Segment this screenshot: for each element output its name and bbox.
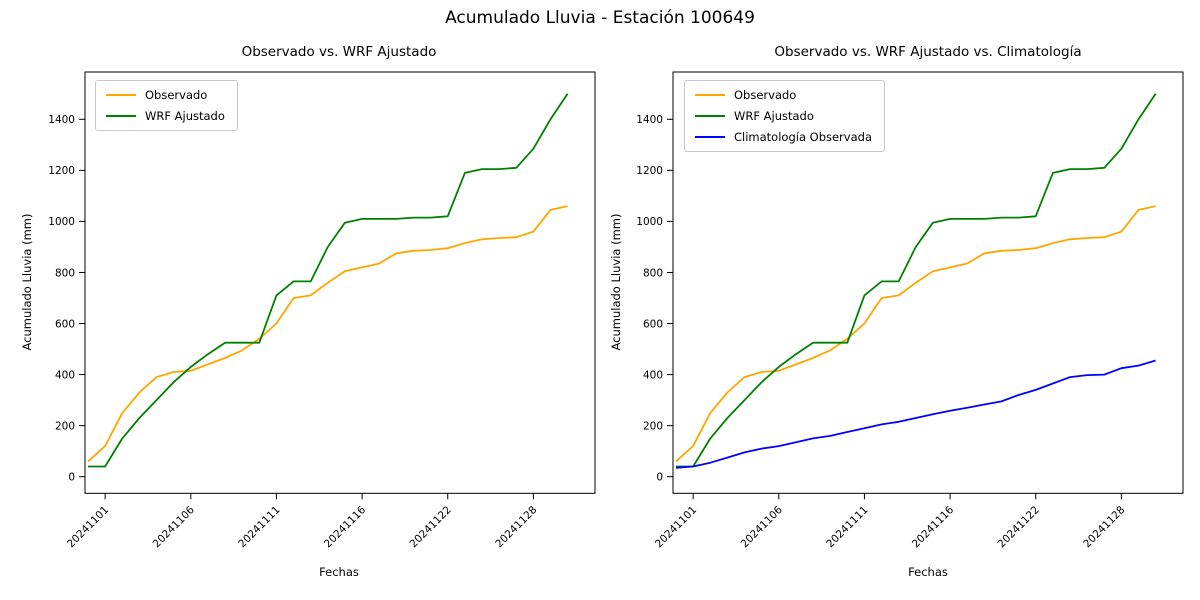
y-tick-label: 200 [643,420,663,432]
legend-item: WRF Ajustado [695,109,872,123]
y-tick-label: 600 [643,318,663,330]
right-subplot-title: Observado vs. WRF Ajustado vs. Climatolo… [774,44,1082,60]
legend-label: WRF Ajustado [734,109,814,123]
x-tick-label: 20241122 [408,504,454,550]
y-tick-label: 600 [55,318,75,330]
legend-label: Climatología Observada [734,130,872,144]
left-plot-canvas: 0 200 400 600 800 1000 1200 1400 20241101 2024110… [48,71,596,551]
legend-item: Observado [695,88,872,102]
legend-line-swatch [106,115,136,117]
y-tick-label: 800 [55,267,75,279]
legend-label: WRF Ajustado [145,109,225,123]
x-tick-label: 20241106 [151,504,198,551]
series-line-climatolog-a-observada [675,359,1156,469]
y-tick-label: 0 [68,472,75,484]
x-tick-label: 20241128 [1081,504,1127,550]
y-tick-label: 1200 [636,165,663,177]
legend-label: Observado [734,88,797,102]
y-tick-label: 1200 [48,165,75,177]
axes-frame [84,71,596,494]
left-subplot-title: Observado vs. WRF Ajustado [241,44,437,60]
y-tick-label: 1400 [48,114,75,126]
x-tick-label: 20241111 [236,504,282,550]
x-tick-label: 20241128 [493,504,539,550]
y-tick-label: 1000 [636,216,663,228]
legend-line-swatch [695,94,725,96]
right-x-axis-label: Fechas [908,565,948,579]
legend-line-swatch [695,115,725,117]
x-tick-label: 20241116 [322,504,369,551]
x-tick-label: 20241111 [824,504,870,550]
y-tick-label: 1400 [636,114,663,126]
legend-line-swatch [695,136,725,138]
series-line-observado [87,205,568,463]
legend-item: Observado [106,88,225,102]
legend-item: WRF Ajustado [106,109,225,123]
series-line-wrf-ajustado [88,93,569,468]
x-tick-label: 20241122 [996,504,1042,550]
right-plot-canvas: 0 200 400 600 800 1000 1200 1400 20241101 2024110… [636,71,1184,551]
y-tick-label: 200 [55,420,75,432]
left-x-axis-label: Fechas [319,565,359,579]
y-tick-label: 0 [656,472,663,484]
x-tick-label: 20241106 [739,504,786,551]
x-tick-label: 20241101 [65,504,111,550]
x-tick-label: 20241116 [910,504,957,551]
y-tick-label: 400 [643,369,663,381]
legend-label: Observado [145,88,208,102]
legend-line-swatch [106,94,136,96]
y-tick-label: 800 [643,267,663,279]
axes-frame [672,71,1184,494]
x-tick-label: 20241101 [653,504,699,550]
left-legend: Observado WRF Ajustado [95,80,238,131]
legend-item: Climatología Observada [695,130,872,144]
series-line-wrf-ajustado [676,93,1157,468]
y-tick-label: 400 [55,369,75,381]
figure-title: Acumulado Lluvia - Estación 100649 [445,8,755,28]
series-line-observado [675,205,1156,463]
y-tick-label: 1000 [48,216,75,228]
right-legend: Observado WRF Ajustado Climatología Observ… [684,80,885,152]
